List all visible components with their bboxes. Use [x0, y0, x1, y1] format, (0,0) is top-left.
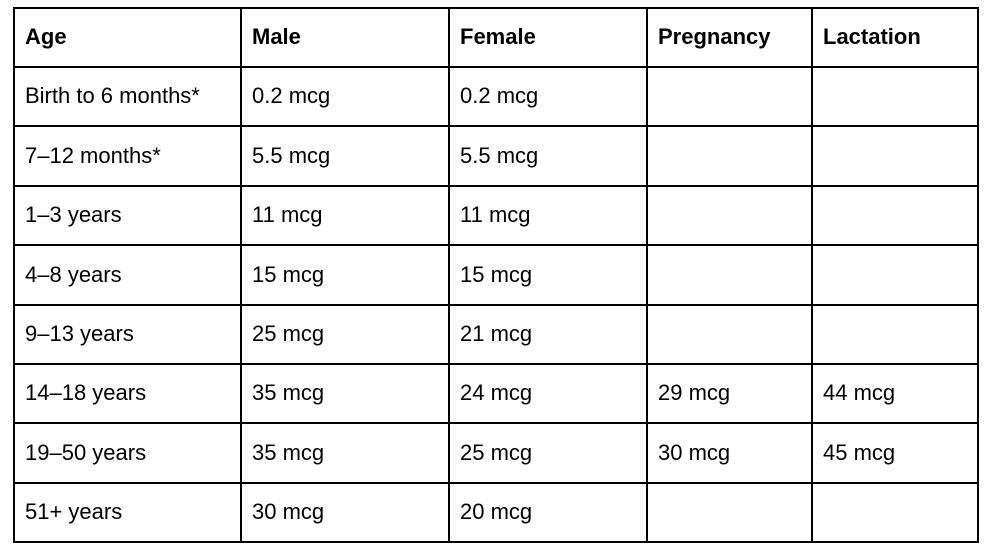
cell-female: 24 mcg: [448, 362, 648, 425]
cell-lactation: [811, 125, 979, 187]
cell-age: 9–13 years: [13, 303, 242, 365]
cell-pregnancy: [646, 244, 813, 306]
cell-pregnancy: [646, 303, 813, 365]
cell-female: 15 mcg: [448, 244, 648, 306]
cell-male: 0.2 mcg: [240, 65, 450, 128]
cell-lactation: 45 mcg: [811, 422, 979, 484]
cell-age: 19–50 years: [13, 422, 242, 484]
cell-male: 35 mcg: [240, 362, 450, 425]
column-header-age: Age: [13, 7, 242, 68]
cell-female: 21 mcg: [448, 303, 648, 365]
table-row: 9–13 years 25 mcg 21 mcg: [13, 303, 979, 365]
column-header-male: Male: [240, 7, 450, 68]
cell-lactation: 44 mcg: [811, 362, 979, 425]
column-header-female: Female: [448, 7, 648, 68]
table-row: 19–50 years 35 mcg 25 mcg 30 mcg 45 mcg: [13, 422, 979, 484]
table-row: 7–12 months* 5.5 mcg 5.5 mcg: [13, 125, 979, 187]
adequate-intake-table: Age Male Female Pregnancy Lactation Birt…: [13, 7, 979, 544]
table-header-row: Age Male Female Pregnancy Lactation: [13, 7, 979, 68]
cell-male: 15 mcg: [240, 244, 450, 306]
cell-lactation: [811, 303, 979, 365]
cell-pregnancy: 29 mcg: [646, 362, 813, 425]
cell-female: 11 mcg: [448, 184, 648, 247]
cell-female: 5.5 mcg: [448, 125, 648, 187]
table-row: 4–8 years 15 mcg 15 mcg: [13, 244, 979, 306]
table-row: 1–3 years 11 mcg 11 mcg: [13, 184, 979, 247]
cell-age: 51+ years: [13, 481, 242, 544]
table-row: Birth to 6 months* 0.2 mcg 0.2 mcg: [13, 65, 979, 128]
cell-age: Birth to 6 months*: [13, 65, 242, 128]
cell-female: 0.2 mcg: [448, 65, 648, 128]
cell-female: 20 mcg: [448, 481, 648, 544]
cell-pregnancy: [646, 184, 813, 247]
cell-male: 30 mcg: [240, 481, 450, 544]
cell-male: 11 mcg: [240, 184, 450, 247]
cell-lactation: [811, 244, 979, 306]
cell-lactation: [811, 481, 979, 544]
column-header-lactation: Lactation: [811, 7, 979, 68]
cell-lactation: [811, 184, 979, 247]
cell-age: 1–3 years: [13, 184, 242, 247]
cell-pregnancy: [646, 65, 813, 128]
table-row: 14–18 years 35 mcg 24 mcg 29 mcg 44 mcg: [13, 362, 979, 425]
cell-male: 35 mcg: [240, 422, 450, 484]
cell-male: 5.5 mcg: [240, 125, 450, 187]
cell-lactation: [811, 65, 979, 128]
cell-pregnancy: [646, 481, 813, 544]
cell-age: 4–8 years: [13, 244, 242, 306]
cell-pregnancy: [646, 125, 813, 187]
cell-female: 25 mcg: [448, 422, 648, 484]
table-row: 51+ years 30 mcg 20 mcg: [13, 481, 979, 544]
cell-age: 14–18 years: [13, 362, 242, 425]
cell-age: 7–12 months*: [13, 125, 242, 187]
cell-pregnancy: 30 mcg: [646, 422, 813, 484]
column-header-pregnancy: Pregnancy: [646, 7, 813, 68]
cell-male: 25 mcg: [240, 303, 450, 365]
